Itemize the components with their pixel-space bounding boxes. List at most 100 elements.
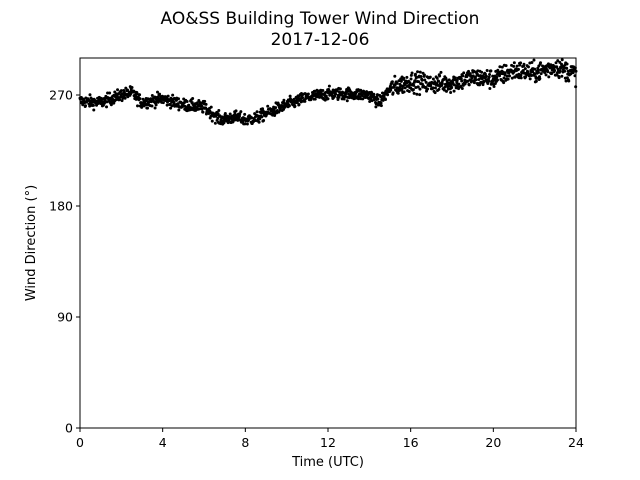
data-point [437,87,441,91]
data-point [169,96,173,100]
x-axis: 0 4 8 12 16 20 24 [76,428,584,450]
data-point [120,99,124,103]
data-point [287,104,291,108]
data-point [539,61,543,65]
data-point [413,79,417,83]
data-point [422,73,426,77]
data-point [492,84,496,88]
data-point [138,93,142,97]
chart-title: AO&SS Building Tower Wind Direction [161,9,480,29]
data-point [327,84,331,88]
data-point [187,103,191,107]
data-point [519,61,523,65]
data-point [223,112,227,115]
data-point [234,109,238,113]
data-point [530,61,534,65]
data-point [533,67,537,71]
data-point [564,79,568,83]
data-point [522,62,526,66]
data-point [423,78,427,82]
data-point [438,74,442,78]
data-point [412,91,416,95]
data-point [379,101,383,105]
data-point [384,98,388,102]
data-point [500,65,504,69]
data-point [282,98,286,102]
data-point [523,67,527,71]
data-point [405,75,409,79]
data-point [217,109,221,113]
data-point [487,79,491,83]
data-point [460,79,464,83]
data-point [478,83,482,87]
data-point [395,81,399,85]
data-point [177,108,181,112]
data-point [502,76,506,80]
data-point [513,75,517,79]
data-point [403,86,407,90]
data-point [433,86,437,90]
data-point [250,116,254,120]
data-point [539,72,543,76]
data-point [466,79,470,83]
data-point [399,79,403,83]
data-point [461,74,465,78]
data-point [138,97,142,101]
data-point [413,72,417,76]
data-point [257,120,261,124]
data-point [105,105,109,109]
data-point [228,112,232,116]
y-tick-label: 270 [49,88,73,103]
data-point [216,116,220,120]
data-point [549,63,553,67]
data-point [536,70,540,74]
data-point [439,70,443,74]
data-point [489,69,493,73]
data-point [91,103,95,107]
data-point [467,69,471,73]
data-point [146,106,150,110]
data-point [338,87,342,91]
data-point [130,85,134,89]
data-point [261,107,265,111]
data-point [210,119,214,123]
data-point [84,104,88,108]
data-point [556,59,560,63]
data-point [292,97,296,101]
y-tick-label: 180 [49,199,73,214]
data-point [418,93,422,97]
data-point [391,91,395,95]
data-point [474,78,478,82]
data-point [201,110,205,114]
data-point [222,121,226,125]
data-point [459,77,463,81]
data-point [306,92,310,96]
data-point [416,70,420,74]
data-point [560,74,564,78]
data-point [376,97,380,101]
data-point [255,110,259,114]
data-point [411,88,415,92]
data-point [258,117,262,121]
data-point [185,100,189,104]
data-point [109,103,113,107]
data-point [297,103,301,106]
data-point [372,92,376,96]
data-point [266,104,270,108]
data-point [488,86,492,90]
data-point [495,75,499,79]
data-point [88,104,92,108]
data-point [203,99,207,103]
data-point [565,66,569,70]
data-point [440,82,444,86]
data-point [171,93,175,97]
data-point [433,91,437,95]
data-point [161,101,165,105]
data-point [410,71,414,75]
data-point [123,96,127,100]
data-point [565,62,569,66]
data-point [174,98,178,102]
data-point [505,74,509,78]
data-point [467,83,471,87]
